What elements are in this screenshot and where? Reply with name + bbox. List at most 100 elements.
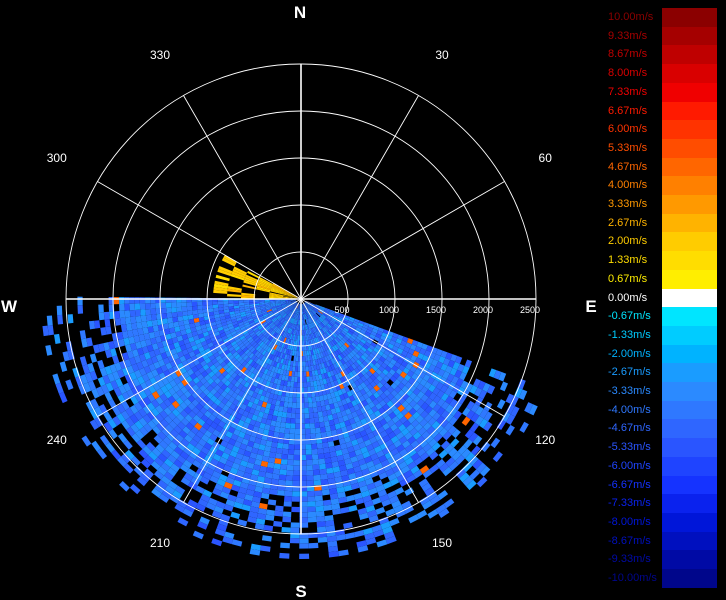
echo-bin (145, 338, 152, 347)
echo-bin (331, 397, 338, 404)
echo-bin (203, 381, 211, 389)
echo-bin (450, 354, 458, 362)
echo-bin (232, 321, 239, 326)
echo-bin (421, 343, 429, 351)
echo-bin (198, 316, 205, 322)
echo-bin (343, 316, 350, 321)
echo-bin (455, 378, 464, 387)
echo-bin (216, 413, 224, 421)
echo-bin (268, 359, 273, 366)
echo-bin (208, 414, 217, 422)
echo-bin (281, 342, 285, 348)
echo-bin (301, 330, 304, 336)
echo-bin (307, 511, 317, 518)
echo-bin (321, 328, 327, 334)
echo-bin (98, 343, 105, 353)
echo-bin (192, 334, 200, 341)
echo-bin (404, 456, 414, 466)
echo-bin (186, 306, 193, 311)
echo-bin (326, 409, 332, 416)
echo-bin (354, 497, 365, 505)
echo-bin (233, 303, 239, 307)
colorbar-swatch (662, 550, 717, 570)
echo-bin (295, 340, 298, 346)
echo-bin (337, 366, 344, 373)
echo-bin (310, 433, 317, 440)
echo-bin (372, 371, 380, 379)
echo-bin (269, 342, 275, 348)
echo-bin (202, 395, 211, 404)
echo-bin (314, 320, 318, 326)
echo-bin (325, 404, 331, 411)
echo-bin (371, 405, 379, 413)
echo-bin (407, 461, 417, 470)
azimuth-spoke (97, 181, 302, 300)
echo-bin (316, 337, 320, 343)
echo-bin (369, 387, 377, 395)
echo-bin (409, 399, 417, 408)
echo-bin (324, 425, 331, 432)
azimuth-spoke (183, 95, 302, 300)
echo-bin (306, 307, 311, 312)
echo-bin (142, 414, 152, 424)
echo-bin (195, 403, 204, 411)
echo-bin (271, 441, 278, 448)
echo-bin (266, 327, 272, 333)
echo-bin (123, 439, 133, 450)
echo-bin (160, 462, 171, 472)
echo-bin (220, 416, 229, 424)
echo-bin (254, 387, 260, 394)
echo-bin (181, 302, 187, 307)
echo-bin (305, 366, 309, 372)
echo-bin (292, 302, 297, 306)
echo-bin (367, 431, 375, 440)
echo-bin (327, 477, 336, 485)
echo-bin (392, 371, 400, 379)
echo-bin (314, 314, 319, 319)
echo-bin (177, 517, 189, 527)
colorbar-swatch (662, 344, 717, 364)
echo-bin (294, 303, 298, 308)
echo-bin (80, 374, 88, 385)
echo-bin (198, 438, 207, 447)
echo-bin (331, 413, 338, 420)
echo-bin (285, 417, 291, 424)
echo-bin (382, 403, 390, 412)
echo-bin (426, 345, 433, 353)
echo-bin (330, 381, 336, 388)
echo-bin (356, 540, 367, 548)
echo-bin (310, 386, 315, 393)
echo-bin (267, 375, 273, 382)
echo-bin (462, 475, 474, 487)
echo-bin (269, 295, 284, 298)
echo-bin (386, 372, 393, 380)
echo-bin (393, 378, 401, 386)
echo-bin (364, 341, 371, 348)
echo-bin (310, 303, 316, 306)
echo-bin (246, 462, 255, 470)
echo-bin (226, 332, 233, 339)
echo-bin (405, 388, 413, 397)
echo-bin (274, 312, 280, 316)
azimuth-label: 120 (535, 433, 555, 447)
echo-bin (174, 503, 186, 513)
echo-bin (376, 450, 385, 458)
echo-bin (334, 321, 341, 327)
echo-bin (292, 475, 300, 481)
echo-bin (303, 309, 306, 315)
echo-bin (222, 364, 230, 371)
echo-bin (145, 314, 152, 322)
echo-bin (349, 344, 356, 350)
echo-bin (269, 335, 274, 342)
echo-bin (284, 326, 289, 333)
echo-bin (197, 305, 203, 310)
echo-bin (238, 300, 244, 304)
echo-bin (168, 322, 175, 329)
echo-bin (310, 365, 315, 372)
echo-bin (270, 446, 277, 453)
echo-bin (45, 344, 53, 356)
echo-bin (284, 291, 298, 298)
echo-bin (321, 405, 327, 412)
echo-bin (213, 307, 219, 312)
echo-bin (328, 311, 335, 316)
